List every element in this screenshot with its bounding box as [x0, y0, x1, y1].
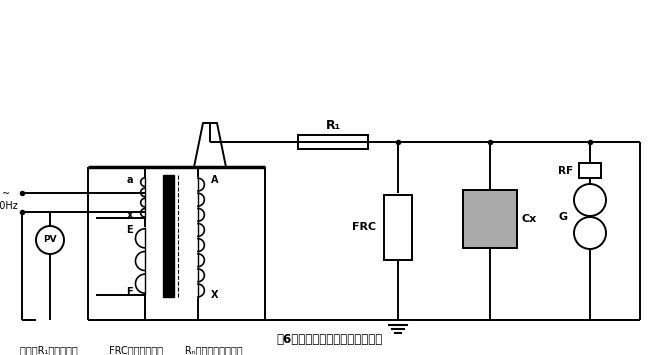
Text: A: A: [211, 175, 218, 185]
Text: F: F: [126, 287, 133, 297]
Text: E: E: [126, 225, 133, 235]
Text: a: a: [127, 175, 133, 185]
Text: FRC: FRC: [352, 223, 376, 233]
Text: 图中：R₁－限流电阻          FRC－阻容分压器       Rₙ－球间隙保护电阻: 图中：R₁－限流电阻 FRC－阻容分压器 Rₙ－球间隙保护电阻: [20, 345, 243, 355]
Text: 图6：被试品工频耐压试验接线图: 图6：被试品工频耐压试验接线图: [277, 333, 383, 346]
Text: R₁: R₁: [325, 119, 341, 132]
Text: ~
50Hz: ~ 50Hz: [0, 189, 18, 211]
Bar: [298, 135, 368, 149]
Text: PV: PV: [43, 235, 57, 245]
Text: Cx: Cx: [522, 214, 537, 224]
Bar: [384, 195, 412, 260]
Text: x: x: [127, 210, 133, 220]
Bar: [579, 163, 601, 178]
Text: RF: RF: [558, 165, 573, 175]
Bar: [463, 190, 517, 248]
Bar: [163, 175, 174, 297]
Text: G: G: [559, 212, 568, 222]
Text: X: X: [211, 290, 218, 300]
